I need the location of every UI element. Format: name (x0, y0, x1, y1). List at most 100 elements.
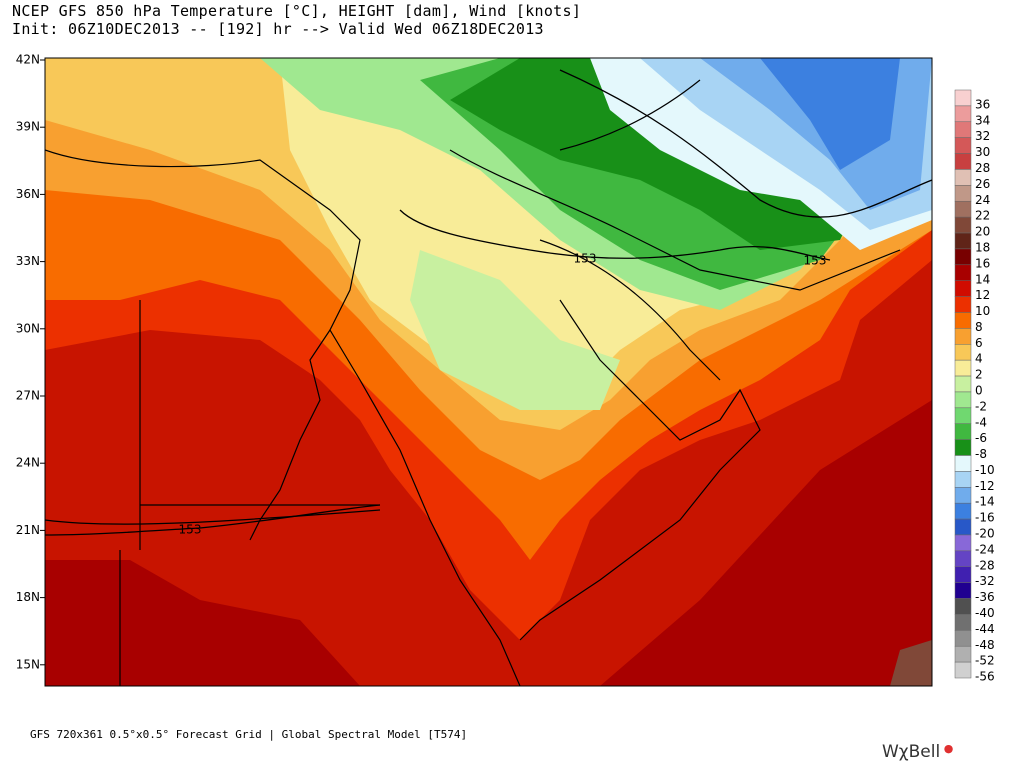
color-swatch (954, 280, 972, 297)
color-swatch (954, 502, 972, 520)
color-swatch (954, 423, 972, 440)
color-swatch (954, 582, 972, 599)
color-label: -8 (975, 447, 987, 461)
color-swatch (954, 137, 972, 154)
height-contours (45, 69, 932, 536)
color-swatch (954, 232, 972, 250)
color-swatch (954, 487, 972, 504)
color-label: -24 (975, 542, 995, 556)
color-swatch (954, 375, 972, 393)
title-line: Init: 06Z10DEC2013 -- [192] hr --> Valid… (12, 20, 544, 38)
color-label: 34 (975, 113, 990, 127)
color-swatch (954, 344, 972, 361)
color-swatch (954, 614, 972, 631)
color-swatch (954, 455, 972, 472)
color-label: -4 (975, 415, 987, 429)
color-swatch (954, 645, 972, 663)
color-swatch (954, 296, 972, 313)
color-label: 32 (975, 129, 990, 143)
color-label: 12 (975, 288, 990, 302)
color-swatch (954, 89, 972, 107)
lat-label: 24N (16, 456, 40, 470)
color-swatch (954, 518, 972, 536)
color-swatch (954, 185, 972, 202)
color-swatch (954, 216, 972, 234)
color-label: 16 (975, 256, 990, 270)
color-swatch (954, 264, 972, 281)
color-label: 24 (975, 193, 990, 207)
contour-label: 153 (574, 252, 597, 266)
color-label: 8 (975, 320, 983, 334)
color-swatch (954, 328, 972, 345)
lat-label: 39N (16, 120, 40, 134)
footer: GFS 720x361 0.5°x0.5° Forecast Grid | Gl… (30, 728, 468, 741)
color-swatch (954, 391, 972, 409)
color-swatch (954, 169, 972, 186)
color-label: 6 (975, 336, 983, 350)
coastlines (45, 79, 901, 686)
color-swatch (954, 200, 972, 218)
color-swatch (954, 598, 972, 615)
color-label: -56 (975, 670, 995, 684)
color-label: -40 (975, 606, 995, 620)
latitude-labels: 42N 39N 36N 33N 30N 27N 24N 21N 18N 15N (16, 53, 45, 671)
color-label: 22 (975, 209, 990, 223)
color-label: 2 (975, 368, 983, 382)
color-label: -32 (975, 574, 995, 588)
color-label: -48 (975, 638, 995, 652)
color-label: 0 (975, 384, 983, 398)
color-label: 20 (975, 225, 990, 239)
color-label: -2 (975, 399, 987, 413)
color-label: -28 (975, 558, 995, 572)
lat-label: 18N (16, 590, 40, 604)
contour-label: 153 (179, 523, 202, 537)
color-label: 30 (975, 145, 990, 159)
lat-label: 42N (16, 53, 40, 67)
lat-label: 33N (16, 254, 40, 268)
color-swatch (954, 471, 972, 488)
color-label: -20 (975, 527, 995, 541)
color-label: -52 (975, 654, 995, 668)
color-label: -14 (975, 495, 995, 509)
color-label: 18 (975, 240, 990, 254)
color-label: 26 (975, 177, 990, 191)
color-label: 36 (975, 97, 990, 111)
color-label: 4 (975, 352, 983, 366)
color-swatch (954, 359, 972, 377)
lat-label: 21N (16, 523, 40, 537)
color-label: -6 (975, 431, 987, 445)
color-swatch (954, 312, 972, 329)
map-frame (44, 57, 933, 687)
color-swatch (954, 661, 972, 679)
lat-label: 30N (16, 321, 40, 335)
lat-label: 15N (16, 657, 40, 671)
color-swatch (954, 534, 972, 552)
color-swatch (954, 566, 972, 583)
color-label: 28 (975, 161, 990, 175)
color-swatch (954, 439, 972, 456)
lat-label: 36N (16, 187, 40, 201)
color-swatch (954, 550, 972, 568)
color-label: -16 (975, 511, 995, 525)
color-label: 14 (975, 272, 990, 286)
colorbar: 363432302826242220181614121086420-2-4-6-… (954, 89, 995, 684)
temperature-field (45, 58, 932, 686)
color-label: -12 (975, 479, 995, 493)
title-line: NCEP GFS 850 hPa Temperature [°C], HEIGH… (12, 2, 582, 20)
map-panel: 153 153 153 42N 39N 36N 33N 30N 27N 24N 21N 18N 1… (16, 53, 995, 687)
contour-label: 153 (804, 254, 827, 268)
lat-label: 27N (16, 389, 40, 403)
color-swatch (954, 248, 972, 266)
color-swatch (954, 630, 972, 647)
color-label: -44 (975, 622, 995, 636)
logo: WχBell ● (882, 742, 954, 762)
color-label: -36 (975, 590, 995, 604)
color-label: 10 (975, 304, 990, 318)
color-swatch (954, 153, 972, 170)
color-swatch (954, 407, 972, 424)
color-label: -10 (975, 463, 995, 477)
logo-text: WχBell (882, 742, 941, 762)
color-swatch (954, 105, 972, 123)
color-swatch (954, 121, 972, 138)
